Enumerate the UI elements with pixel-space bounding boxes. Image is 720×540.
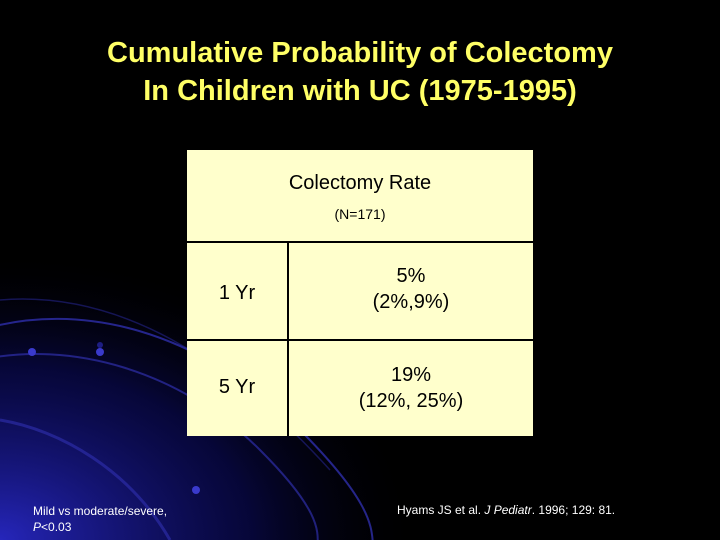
row-label-5yr: 5 Yr: [218, 376, 256, 398]
significance-footnote: Mild vs moderate/severe, P<0.03: [33, 503, 167, 535]
citation-journal: J Pediatr: [484, 503, 532, 517]
row-value-1yr-rate: 5%: [396, 265, 426, 287]
title-line-1: Cumulative Probability of Colectomy: [107, 37, 613, 69]
table-subheader: (N=171): [334, 206, 386, 222]
citation-authors: Hyams JS et al.: [397, 503, 482, 517]
footnote-comparison: Mild vs moderate/severe,: [33, 504, 168, 518]
column-divider: [287, 241, 289, 436]
row-value-1yr-ci: (2%,9%): [372, 291, 450, 313]
footnote-p-value: P<0.03: [33, 519, 167, 535]
row-value-5yr: 19% (12%, 25%): [289, 362, 533, 414]
row-divider: [187, 339, 533, 341]
title-line-2: In Children with UC (1975-1995): [143, 75, 577, 107]
p-number: <0.03: [41, 520, 72, 534]
header-divider: [187, 241, 533, 243]
row-value-1yr: 5% (2%,9%): [289, 263, 533, 315]
p-label: P: [33, 520, 42, 534]
colectomy-rate-table: Colectomy Rate (N=171) 1 Yr 5% (2%,9%) 5…: [187, 150, 533, 436]
slide-title: Cumulative Probability of Colectomy In C…: [0, 34, 720, 110]
row-value-5yr-rate: 19%: [390, 364, 432, 386]
table-header: Colectomy Rate: [288, 172, 432, 194]
citation: Hyams JS et al. J Pediatr. 1996; 129: 81…: [397, 503, 615, 517]
row-label-1yr: 1 Yr: [218, 282, 256, 304]
row-value-5yr-ci: (12%, 25%): [358, 390, 464, 412]
citation-details: . 1996; 129: 81.: [531, 503, 616, 517]
